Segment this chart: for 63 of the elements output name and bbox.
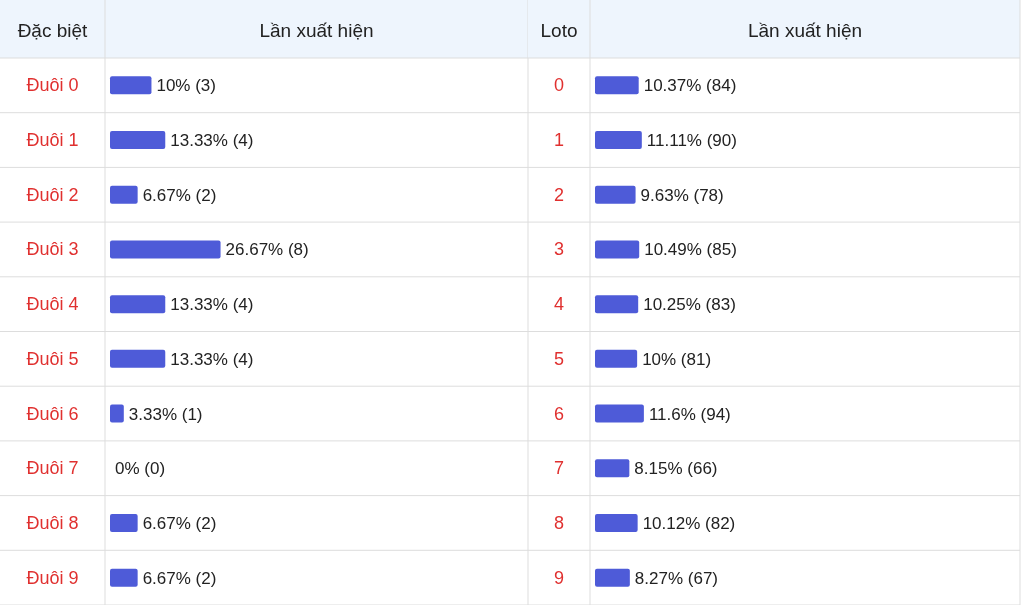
y-tick-label: 4 [553, 294, 565, 315]
y-tick-label: 0 [553, 75, 565, 96]
bar [595, 185, 636, 204]
y-tick-label: 5 [553, 348, 565, 369]
bar [595, 349, 638, 368]
bar [110, 568, 138, 587]
data-label: 10.37% (84) [643, 76, 737, 96]
bar [110, 76, 152, 95]
bar [595, 131, 642, 150]
bar [110, 185, 138, 204]
y-tick-label: 3 [553, 239, 565, 260]
data-label: 10.49% (85) [644, 240, 737, 260]
bar [595, 568, 630, 587]
y-tick-label: Đuôi 3 [26, 239, 79, 260]
y-axis-title: Loto [540, 20, 578, 41]
bar [110, 131, 166, 150]
data-label: 10.25% (83) [643, 295, 736, 315]
bar [595, 76, 639, 95]
y-tick-label: 6 [553, 403, 565, 424]
data-label: 6.67% (2) [142, 185, 217, 205]
bar [110, 349, 166, 368]
y-tick-label: 8 [553, 512, 565, 533]
y-tick-label: 9 [553, 567, 565, 588]
data-label: 9.63% (78) [640, 185, 724, 205]
y-tick-label: Đuôi 0 [26, 75, 79, 96]
data-label: 6.67% (2) [142, 568, 217, 588]
y-tick-label: Đuôi 5 [26, 348, 79, 369]
y-tick-label: Đuôi 4 [26, 294, 79, 315]
data-label: 3.33% (1) [128, 404, 203, 424]
data-label: 13.33% (4) [170, 131, 254, 151]
data-label: 11.6% (94) [648, 404, 731, 424]
data-label: 13.33% (4) [170, 349, 254, 369]
bar [595, 404, 644, 423]
bar [595, 295, 639, 314]
y-tick-label: Đuôi 1 [26, 130, 79, 151]
y-tick-label: 7 [553, 458, 565, 479]
data-label: 0% (0) [115, 459, 166, 479]
data-label: 26.67% (8) [225, 240, 309, 260]
data-label: 13.33% (4) [170, 295, 254, 315]
data-label: 6.67% (2) [142, 513, 217, 533]
data-label: 10% (81) [642, 349, 712, 369]
y-tick-label: Đuôi 8 [26, 512, 79, 533]
bar [110, 240, 221, 259]
bar [110, 404, 124, 423]
y-tick-label: 1 [553, 130, 565, 151]
data-label: 8.15% (66) [634, 459, 718, 479]
data-label: 8.27% (67) [634, 568, 719, 588]
bar [595, 513, 638, 532]
y-tick-label: 2 [553, 184, 565, 205]
x-axis-title: Lần xuất hiện [747, 20, 863, 41]
bar [110, 295, 166, 314]
y-tick-label: Đuôi 2 [26, 184, 79, 205]
data-label: 10% (3) [156, 76, 216, 96]
bar [595, 459, 630, 478]
y-tick-label: Đuôi 6 [26, 403, 79, 424]
bar [595, 240, 640, 259]
bar [110, 513, 138, 532]
y-tick-label: Đuôi 7 [26, 458, 79, 479]
y-tick-label: Đuôi 9 [26, 567, 79, 588]
x-axis-title: Lần xuất hiện [259, 20, 374, 41]
data-label: 10.12% (82) [642, 513, 736, 533]
y-axis-title: Đặc biệt [17, 20, 89, 41]
data-label: 11.11% (90) [646, 131, 737, 151]
